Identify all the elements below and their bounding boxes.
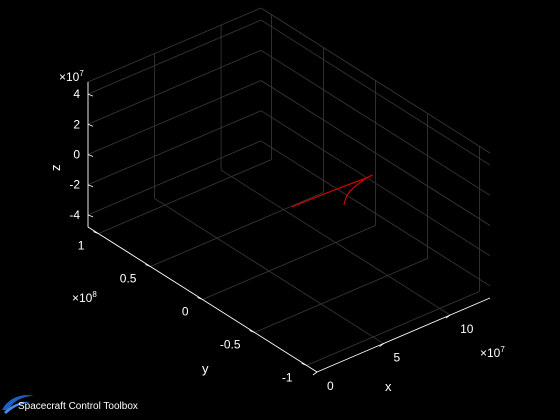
x-axis-line [316,297,491,373]
grid-line [260,80,491,226]
grid-line [202,225,376,300]
z-tick-label: 2 [73,117,80,131]
x-tick-label: 0 [327,379,334,393]
grid-line [254,258,428,333]
y-tick-label: 0 [182,305,189,319]
x-tick-label: 10 [460,322,474,336]
z-tick-mark [87,154,94,157]
grid-edge [260,7,491,154]
grid-line [87,140,262,216]
z-axis-label: z [48,165,63,172]
x-tick-mark [379,343,384,347]
x-axis-label: x [385,379,392,394]
z-tick-label: -2 [69,178,80,192]
z-tick-label: 4 [73,87,80,101]
z-tick-mark [87,214,94,218]
z-tick-label: -4 [69,208,80,222]
y-exponent-label: ×108 [72,290,97,305]
tick-labels: 0 5 10 -1 -0.5 0 0.5 1 -4 -2 0 2 4 [69,87,473,393]
x-tick-label: 5 [394,351,401,365]
grid-line [98,159,272,234]
y-tick-mark [145,264,151,267]
grid-line [87,49,262,125]
grid-edge [87,7,262,83]
grid-line [87,110,262,186]
grid-line [260,19,491,166]
x-exponent-label: ×107 [480,345,505,360]
toolbox-logo [2,395,34,414]
toolbox-brand-label: Spacecraft Control Toolbox [18,401,138,412]
swoosh-icon [2,395,34,410]
grid-line [306,291,480,366]
grid-line [260,140,491,287]
grid-line [150,192,324,267]
y-tick-mark [93,231,99,234]
grid-lines [87,7,491,373]
y-tick-mark [197,297,203,300]
grid-line [87,80,262,155]
x-tick-mark [312,371,318,376]
z-tick-mark [87,184,94,188]
series-layer [291,174,373,208]
x-tick-mark [445,314,451,319]
y-tick-label: -1 [282,370,293,384]
y-axis-label: y [202,361,209,376]
y-tick-label: 1 [78,239,85,253]
z-tick-label: 0 [73,148,80,162]
y-tick-label: -0.5 [220,337,241,351]
y-tick-mark [301,363,307,366]
axis-lines [87,82,491,376]
y-tick-label: 0.5 [120,272,137,286]
z-tick-mark [87,93,94,97]
grid-line [260,110,491,257]
trajectory-line [291,174,373,208]
z-tick-mark [87,123,94,127]
y-tick-mark [249,330,255,333]
grid-line [87,19,262,95]
grid-line [260,49,491,196]
z-exponent-label: ×107 [59,69,84,84]
